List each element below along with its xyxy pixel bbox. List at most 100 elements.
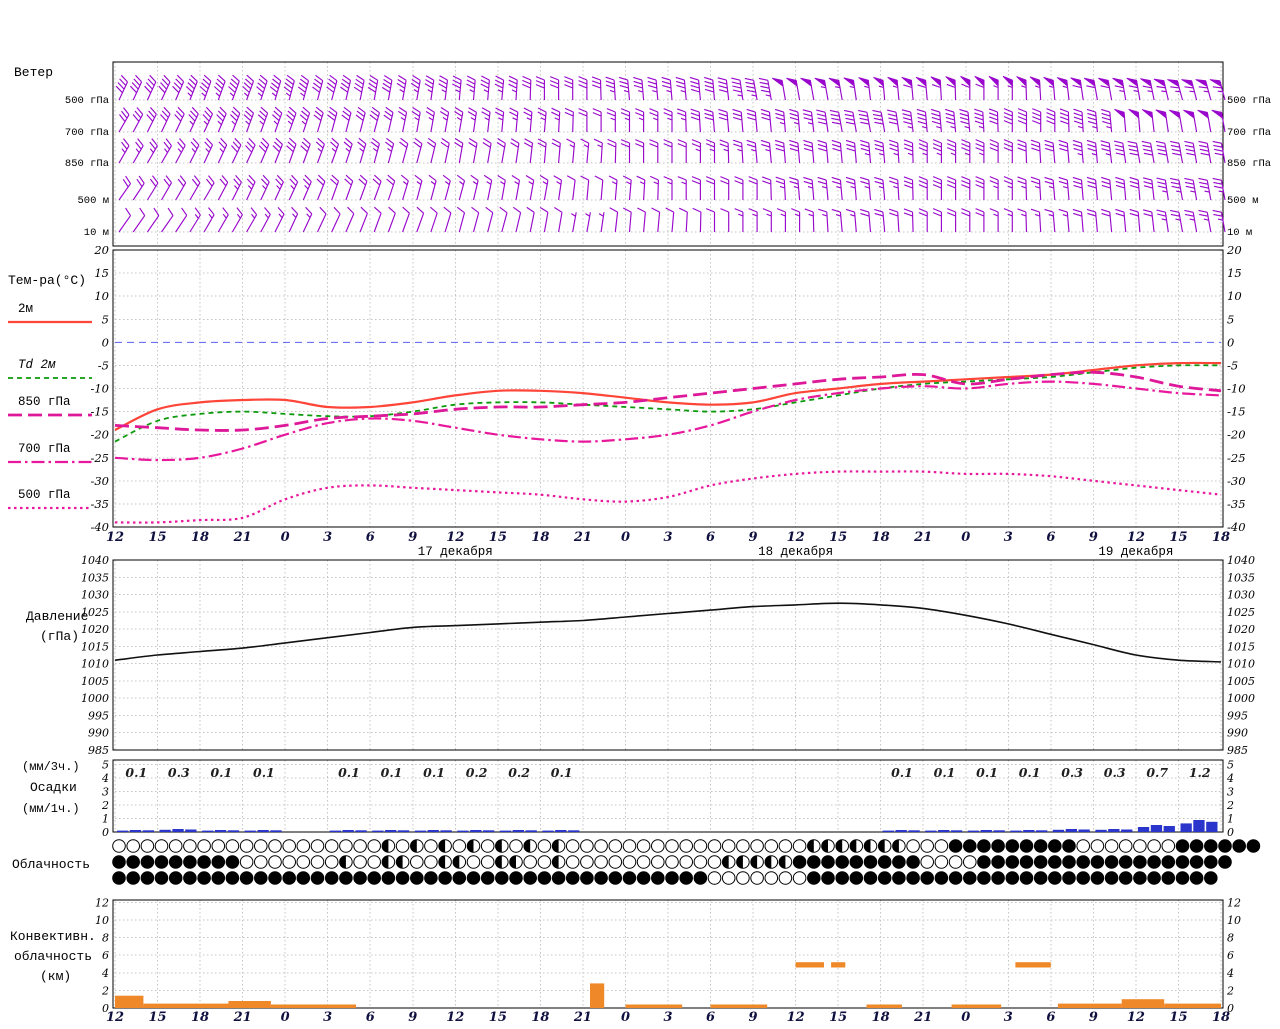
wind-barbs-850гПа <box>118 137 1226 164</box>
svg-text:1040: 1040 <box>81 554 109 567</box>
precip-bar <box>882 830 894 832</box>
precip-bar <box>372 830 384 832</box>
precip-bar <box>159 829 171 832</box>
convective-bar <box>1164 1003 1221 1008</box>
svg-text:Облачность: Облачность <box>12 857 90 872</box>
svg-text:Тем-ра(°C): Тем-ра(°C) <box>8 273 86 288</box>
svg-text:8: 8 <box>1227 932 1234 945</box>
svg-text:850 гПа: 850 гПа <box>65 158 109 170</box>
svg-text:-25: -25 <box>90 451 109 465</box>
svg-text:(мм/3ч.): (мм/3ч.) <box>22 760 80 774</box>
svg-text:1030: 1030 <box>81 589 109 602</box>
svg-text:850 гПа: 850 гПа <box>18 395 71 409</box>
svg-text:0.3: 0.3 <box>1061 765 1083 780</box>
svg-text:12: 12 <box>106 530 124 545</box>
svg-text:6: 6 <box>1227 949 1234 962</box>
precip-bar <box>499 830 512 832</box>
svg-text:21: 21 <box>573 530 592 545</box>
precip-bar <box>244 830 256 832</box>
svg-text:10 м: 10 м <box>84 227 109 239</box>
precip-bar <box>1121 829 1133 832</box>
precip-bar <box>214 830 227 832</box>
precip-bar <box>142 830 154 832</box>
precip-bar <box>512 830 524 832</box>
svg-text:20: 20 <box>93 243 109 257</box>
svg-text:1000: 1000 <box>81 692 109 705</box>
precip-bar <box>129 830 142 832</box>
svg-text:12: 12 <box>787 1010 805 1024</box>
svg-text:700 гПа: 700 гПа <box>18 442 71 456</box>
precip-bar <box>342 830 354 832</box>
svg-text:0: 0 <box>1227 335 1234 349</box>
svg-text:12: 12 <box>1127 1010 1145 1024</box>
svg-text:18: 18 <box>1212 530 1230 545</box>
svg-text:18: 18 <box>872 1010 890 1024</box>
precip-bar <box>397 830 410 832</box>
convective-bar <box>271 1004 357 1008</box>
svg-text:1035: 1035 <box>1227 571 1255 584</box>
svg-text:0.7: 0.7 <box>1146 765 1168 780</box>
svg-text:15: 15 <box>94 266 109 280</box>
svg-text:-20: -20 <box>1227 428 1246 442</box>
cloud-row-2 <box>112 855 1232 869</box>
svg-text:-10: -10 <box>90 382 109 396</box>
svg-text:4: 4 <box>101 772 109 785</box>
svg-text:Td 2м: Td 2м <box>18 358 56 372</box>
svg-text:(мм/1ч.): (мм/1ч.) <box>22 802 80 816</box>
svg-text:21: 21 <box>233 1010 252 1024</box>
svg-text:6: 6 <box>1046 530 1055 545</box>
precip-bar <box>908 830 920 832</box>
svg-text:0.2: 0.2 <box>508 765 530 780</box>
svg-text:(км): (км) <box>40 969 71 984</box>
precip-bar <box>1180 823 1192 832</box>
svg-text:9: 9 <box>1089 1010 1098 1024</box>
precip-bar <box>525 830 537 832</box>
svg-text:-25: -25 <box>1227 451 1246 465</box>
svg-text:12: 12 <box>1227 896 1241 909</box>
svg-text:990: 990 <box>1227 727 1248 740</box>
precip-bar <box>1108 829 1120 832</box>
svg-text:21: 21 <box>233 530 252 545</box>
svg-text:3: 3 <box>323 1010 332 1024</box>
svg-text:Осадки: Осадки <box>30 780 77 795</box>
precip-bar <box>440 830 452 832</box>
svg-text:20: 20 <box>1226 243 1242 257</box>
svg-text:5: 5 <box>102 312 109 326</box>
svg-text:1030: 1030 <box>1227 589 1255 602</box>
svg-text:3: 3 <box>663 530 672 545</box>
convective-bar <box>1015 962 1051 968</box>
temp-line-t500 <box>114 470 1222 524</box>
svg-text:3: 3 <box>1004 530 1013 545</box>
svg-text:4: 4 <box>1226 772 1234 785</box>
wind-barbs-500м <box>118 174 1226 201</box>
precip-bar <box>1095 829 1107 832</box>
wind-barbs-500гПа <box>115 74 1226 101</box>
precip-bar <box>993 830 1005 832</box>
svg-text:0.1: 0.1 <box>210 765 232 780</box>
precip-bar <box>202 830 214 832</box>
svg-text:1000: 1000 <box>1227 692 1255 705</box>
svg-text:1005: 1005 <box>1227 675 1255 688</box>
svg-text:0: 0 <box>281 1010 290 1024</box>
svg-text:0: 0 <box>102 1002 109 1015</box>
wind-barbs-700гПа <box>118 106 1226 133</box>
precip-bar <box>1150 825 1163 832</box>
cloud-panel: Облачность <box>12 839 1261 885</box>
precip-bar <box>414 830 427 832</box>
svg-text:-5: -5 <box>1227 358 1238 372</box>
svg-text:-15: -15 <box>90 405 109 419</box>
svg-text:0: 0 <box>1227 826 1234 839</box>
convective-bar <box>625 1004 683 1008</box>
svg-text:18: 18 <box>531 1010 549 1024</box>
convective-bar <box>795 962 824 968</box>
svg-text:6: 6 <box>706 1010 715 1024</box>
precip-bar <box>427 830 439 832</box>
svg-text:-35: -35 <box>1227 497 1246 511</box>
svg-text:18: 18 <box>872 530 890 545</box>
svg-text:15: 15 <box>1169 1010 1187 1024</box>
convective-bar <box>115 995 144 1008</box>
svg-text:1020: 1020 <box>81 623 109 636</box>
time-axis: 12 12 15 15 18 18 21 21 0 0 3 3 6 6 9 9 12 12 15 15 18 18 21 21… <box>106 530 1230 1025</box>
svg-text:0: 0 <box>281 530 290 545</box>
